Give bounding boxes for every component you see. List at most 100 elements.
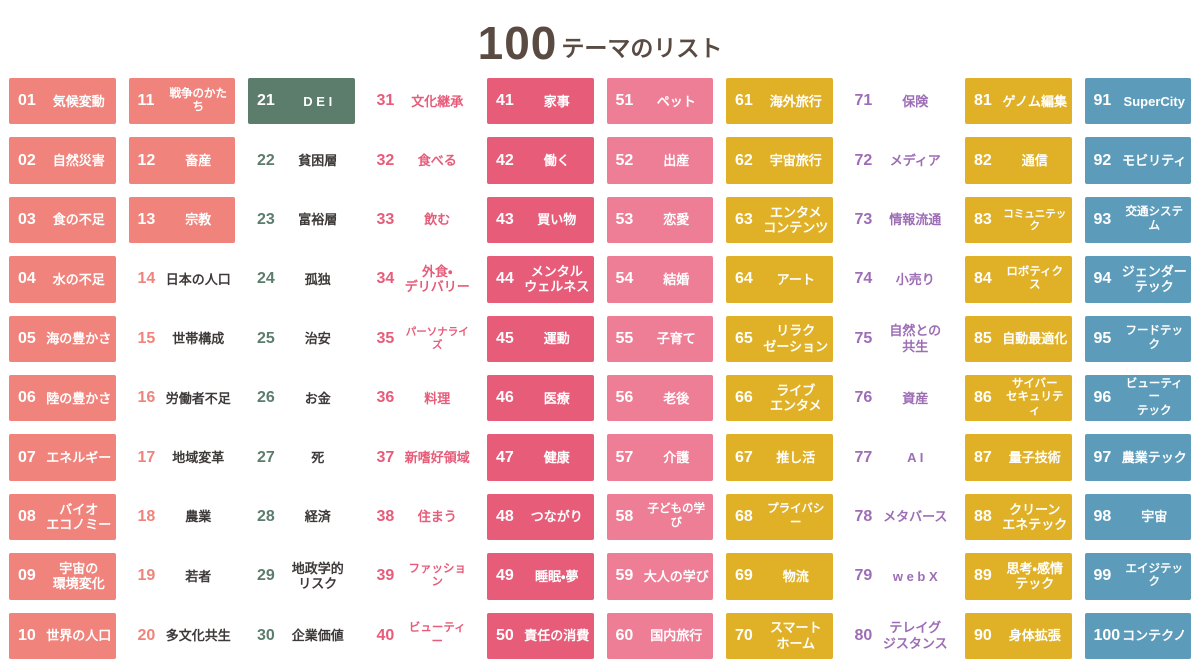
theme-cell-04: 04 水の不足 bbox=[9, 256, 116, 303]
theme-cell-54: 54 結婚 bbox=[606, 256, 713, 303]
theme-cell-70: 70 スマート ホーム bbox=[726, 612, 833, 659]
theme-label: スマート ホーム bbox=[769, 620, 822, 651]
page-title: 100 テーマのリスト bbox=[0, 0, 1200, 76]
theme-cell-43: 43 買い物 bbox=[487, 196, 594, 244]
theme-number: 21 bbox=[257, 92, 275, 110]
theme-cell-17: 17 地域変革 bbox=[128, 434, 235, 481]
theme-number: 54 bbox=[615, 270, 634, 288]
theme-cell-21: 21 D E I bbox=[248, 78, 355, 125]
theme-number: 26 bbox=[257, 389, 275, 407]
theme-label: 保険 bbox=[902, 93, 929, 109]
theme-cell-65: 65 リラク ゼーション bbox=[726, 315, 833, 362]
theme-number: 07 bbox=[18, 448, 36, 466]
theme-label: 戦争のかたち bbox=[169, 87, 228, 114]
theme-number: 98 bbox=[1093, 507, 1112, 525]
theme-number: 02 bbox=[18, 151, 36, 169]
theme-cell-19: 19 若者 bbox=[128, 553, 235, 600]
theme-cell-57: 57 介護 bbox=[606, 434, 713, 481]
theme-number: 29 bbox=[257, 567, 275, 585]
theme-cell-62: 62 宇宙旅行 bbox=[726, 137, 833, 184]
theme-number: 55 bbox=[615, 329, 634, 347]
theme-number: 10 bbox=[18, 626, 36, 644]
theme-cell-49: 49 睡眠・夢 bbox=[487, 553, 594, 600]
theme-cell-31: 31 文化継承 bbox=[367, 78, 474, 125]
theme-label: 恋愛 bbox=[663, 212, 690, 228]
theme-cell-10: 10 世界の人口 bbox=[9, 612, 116, 659]
theme-number: 17 bbox=[137, 448, 156, 466]
theme-label: 身体拡張 bbox=[1008, 628, 1061, 644]
theme-number: 69 bbox=[735, 567, 753, 585]
theme-cell-58: 58 子どもの学び bbox=[606, 493, 713, 541]
theme-cell-84: 84 ロボティクス bbox=[965, 256, 1072, 303]
theme-number: 04 bbox=[18, 270, 36, 288]
theme-cell-37: 37 新嗜好領域 bbox=[367, 434, 474, 481]
theme-label: 宇宙 bbox=[1141, 509, 1168, 525]
theme-number: 03 bbox=[18, 210, 36, 228]
theme-label: 水の不足 bbox=[52, 271, 105, 287]
theme-cell-14: 14 日本の人口 bbox=[128, 256, 235, 303]
theme-cell-27: 27 死 bbox=[248, 434, 355, 481]
theme-label: 推し活 bbox=[776, 449, 816, 465]
theme-label: 農業テック bbox=[1121, 449, 1187, 465]
theme-label: 死 bbox=[311, 449, 325, 465]
theme-cell-81: 81 ゲノム編集 bbox=[965, 78, 1072, 125]
theme-label: コミュニテック bbox=[1003, 207, 1067, 232]
theme-number: 99 bbox=[1093, 567, 1112, 585]
theme-cell-08: 08 バイオ エコノミー bbox=[9, 493, 116, 541]
theme-cell-66: 66 ライブ エンタメ bbox=[726, 375, 833, 422]
theme-cell-20: 20 多文化共生 bbox=[128, 612, 235, 659]
theme-label: 通信 bbox=[1021, 152, 1048, 168]
theme-number: 33 bbox=[376, 210, 395, 228]
theme-number: 60 bbox=[615, 626, 634, 644]
theme-cell-85: 85 自動最適化 bbox=[965, 315, 1072, 362]
theme-cell-78: 78 メタバース bbox=[845, 493, 952, 541]
theme-number: 11 bbox=[137, 92, 155, 110]
theme-cell-07: 07 エネルギー bbox=[9, 434, 116, 481]
theme-label: 宇宙の 環境変化 bbox=[52, 561, 105, 592]
theme-cell-09: 09 宇宙の 環境変化 bbox=[9, 553, 116, 600]
theme-number: 65 bbox=[735, 329, 753, 347]
theme-cell-23: 23 富裕層 bbox=[248, 196, 355, 244]
theme-number: 74 bbox=[854, 270, 873, 288]
theme-cell-13: 13 宗教 bbox=[128, 196, 235, 244]
theme-number: 01 bbox=[18, 92, 36, 110]
theme-label: 責任の消費 bbox=[524, 628, 590, 644]
theme-cell-74: 74 小売り bbox=[845, 256, 952, 303]
theme-label: メタバース bbox=[883, 509, 948, 525]
theme-number: 96 bbox=[1093, 389, 1112, 407]
theme-number: 83 bbox=[974, 210, 992, 228]
theme-label: パーソナライズ bbox=[405, 326, 469, 351]
theme-label: 文化継承 bbox=[411, 93, 464, 109]
theme-cell-100: 100 コンテクノ bbox=[1084, 612, 1191, 659]
theme-cell-47: 47 健康 bbox=[487, 434, 594, 481]
theme-label: アート bbox=[776, 271, 815, 287]
theme-number: 97 bbox=[1093, 448, 1112, 466]
theme-cell-88: 88 クリーン エネテック bbox=[965, 493, 1072, 541]
theme-cell-40: 40 ビューティー bbox=[367, 612, 474, 659]
theme-number: 95 bbox=[1093, 329, 1112, 347]
theme-number: 77 bbox=[854, 448, 873, 466]
theme-number: 16 bbox=[137, 389, 156, 407]
theme-label: 住まう bbox=[417, 509, 457, 525]
theme-number: 85 bbox=[974, 329, 992, 347]
theme-number: 32 bbox=[376, 151, 395, 169]
theme-number: 64 bbox=[735, 270, 753, 288]
theme-label: 世界の人口 bbox=[46, 628, 112, 644]
theme-label: 食べる bbox=[417, 152, 457, 168]
theme-label: 農業 bbox=[185, 509, 212, 525]
theme-label: 食の不足 bbox=[52, 212, 105, 228]
theme-label: w e b X bbox=[892, 568, 938, 584]
theme-label: 思考・感情 テック bbox=[1006, 561, 1063, 592]
theme-number: 27 bbox=[257, 448, 275, 466]
theme-label: ビューティー bbox=[408, 622, 466, 648]
theme-number: 12 bbox=[137, 151, 156, 169]
theme-label: 治安 bbox=[304, 331, 331, 347]
theme-number: 08 bbox=[18, 507, 36, 525]
theme-number: 73 bbox=[854, 210, 873, 228]
theme-cell-03: 03 食の不足 bbox=[9, 196, 116, 244]
theme-number: 82 bbox=[974, 151, 992, 169]
theme-cell-87: 87 量子技術 bbox=[965, 434, 1072, 481]
theme-number: 41 bbox=[496, 92, 514, 110]
theme-label: 地政学的 リスク bbox=[291, 561, 344, 592]
theme-number: 67 bbox=[735, 448, 753, 466]
